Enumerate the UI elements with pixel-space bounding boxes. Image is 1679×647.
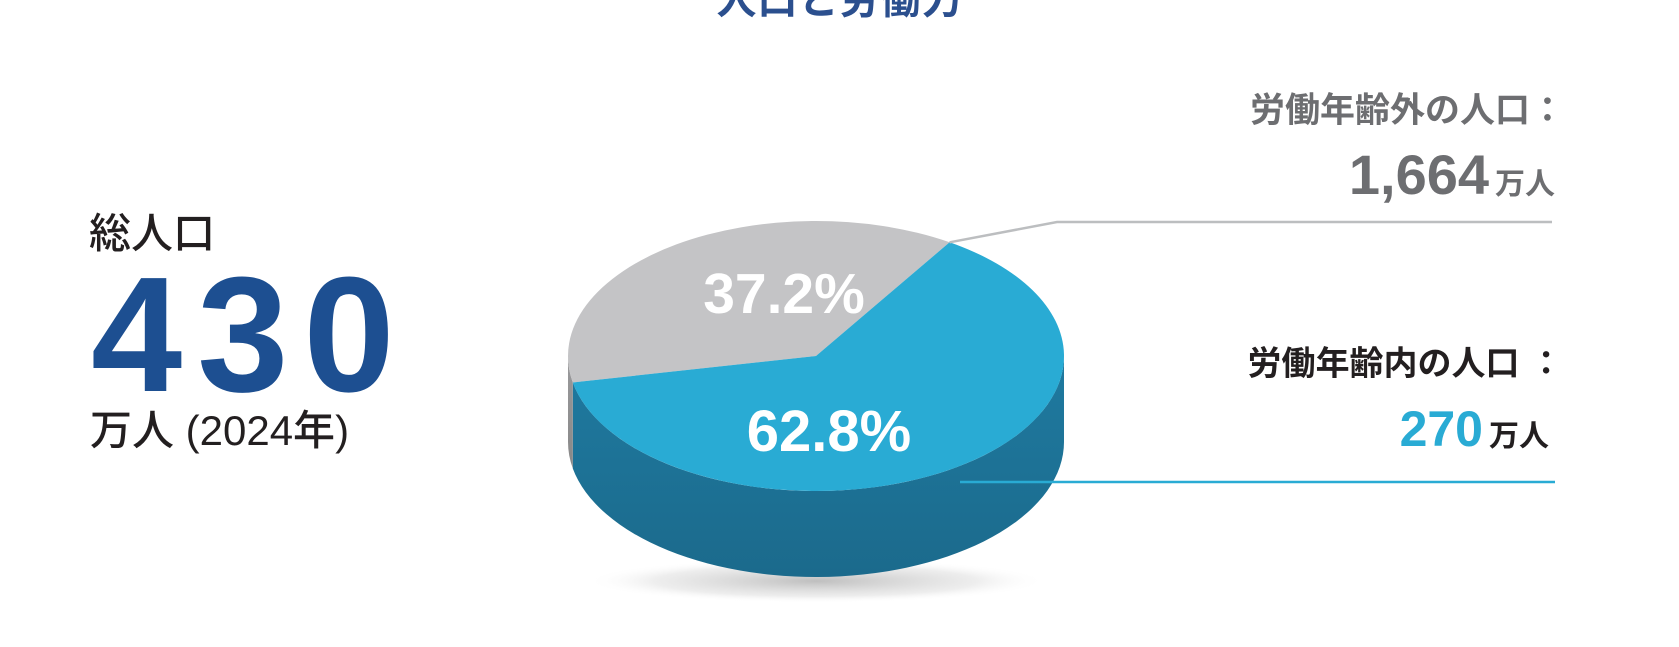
svg-text:62.8%: 62.8% (747, 399, 911, 464)
svg-text:37.2%: 37.2% (703, 262, 865, 326)
